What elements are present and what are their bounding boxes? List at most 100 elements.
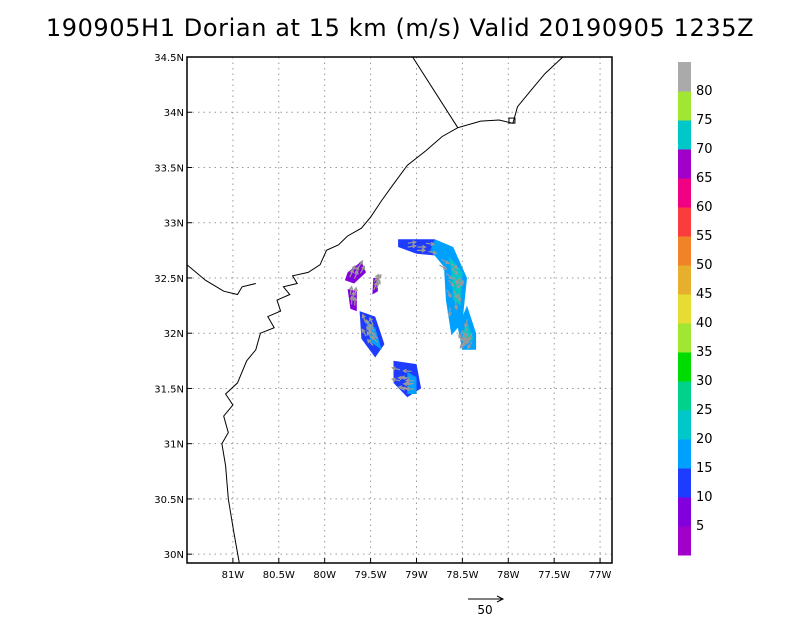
wind-arrowhead — [351, 264, 356, 270]
wind-arrowhead — [430, 241, 436, 247]
wind-arrowhead — [353, 286, 358, 292]
colorbar-swatch — [678, 410, 691, 440]
wind-arrowhead — [457, 297, 462, 303]
wind-arrow — [403, 370, 412, 373]
colorbar-label: 70 — [696, 142, 713, 157]
wind-arrowhead — [462, 338, 467, 343]
wind-arrowhead — [348, 285, 354, 291]
lat-tick-label: 34.5N — [154, 53, 184, 64]
wind-arrowhead — [432, 250, 438, 255]
map-frame — [186, 56, 613, 564]
wind-arrowhead — [375, 277, 380, 282]
wind-arrowhead — [377, 273, 382, 279]
colorbar-label: 75 — [696, 113, 713, 128]
vector-key-arrowhead — [496, 595, 505, 603]
wind-arrowhead — [402, 381, 408, 387]
lat-tick-label: 30.5N — [154, 495, 184, 506]
colorbar: 5 10 15 20 25 30 35 40 45 50 55 60 65 70 75 80 — [678, 62, 713, 556]
wind-arrow — [349, 269, 354, 278]
wind-arrow — [359, 265, 365, 274]
wind-arrowhead — [459, 279, 464, 285]
wind-arrowhead — [361, 328, 366, 333]
vector-key-label: 50 — [477, 603, 492, 617]
colorbar-label: 80 — [696, 84, 713, 99]
colorbar-swatch — [678, 381, 691, 411]
wind-arrow — [462, 339, 468, 347]
wind-arrow — [365, 319, 371, 328]
lon-tick-label: 77.5W — [538, 570, 570, 581]
wind-arrowhead — [462, 342, 467, 348]
wind-arrowhead — [366, 331, 371, 336]
lon-tick-label: 80W — [313, 570, 336, 581]
wind-arrow — [366, 331, 373, 339]
wind-arrowhead — [463, 323, 469, 329]
colorbar-swatch — [678, 120, 691, 150]
wind-arrow — [457, 278, 463, 286]
wind-arrowhead — [371, 335, 376, 341]
wind-arrowhead — [421, 248, 427, 253]
wind-arrow — [450, 262, 458, 269]
colorbar-label: 60 — [696, 200, 713, 215]
wind-arrowhead — [397, 375, 402, 381]
wind-arrow — [439, 264, 447, 270]
wind-arrowhead — [402, 368, 407, 374]
lon-tick-label: 81W — [222, 570, 245, 581]
lon-tick-label: 77W — [589, 570, 612, 581]
wind-arrowhead — [456, 284, 461, 290]
lon-tick-label: 78W — [497, 570, 520, 581]
wind-arrowhead — [390, 377, 396, 382]
colorbar-swatch — [678, 62, 691, 92]
wind-arrow — [407, 241, 416, 244]
wind-arrowhead — [450, 282, 455, 288]
lon-tick-label: 79.5W — [355, 570, 387, 581]
wind-arrow — [392, 378, 401, 382]
coastline — [221, 57, 564, 563]
colorbar-label: 45 — [696, 287, 713, 302]
colorbar-label: 65 — [696, 171, 713, 186]
colorbar-label: 40 — [696, 316, 713, 331]
colorbar-swatch — [678, 439, 691, 469]
colorbar-label: 50 — [696, 258, 713, 273]
wind-arrow — [354, 266, 359, 275]
wind-arrow — [458, 330, 464, 338]
lat-tick-label: 32.5N — [154, 274, 184, 285]
colorbar-swatch — [678, 265, 691, 295]
wind-arrowhead — [453, 265, 459, 270]
wind-arrowhead — [466, 344, 472, 350]
wind-arrow — [352, 292, 355, 301]
wind-speed-patch — [448, 255, 463, 306]
wind-arrow — [353, 271, 359, 279]
colorbar-swatch — [678, 236, 691, 266]
wind-arrowhead — [366, 338, 372, 344]
wind-arrowhead — [400, 375, 406, 380]
wind-arrow — [401, 387, 410, 390]
wind-arrowhead — [400, 386, 406, 391]
wind-arrowhead — [369, 323, 374, 328]
colorbar-label: 20 — [696, 432, 713, 447]
wind-arrow — [451, 268, 459, 275]
wind-arrow — [445, 272, 453, 280]
wind-speed-patch — [430, 239, 467, 336]
wind-arrow — [467, 341, 473, 349]
wind-arrow — [441, 259, 450, 264]
wind-arrowhead — [460, 337, 465, 342]
colorbar-label: 10 — [696, 490, 713, 505]
map-title: 190905H1 Dorian at 15 km (m/s) Valid 201… — [45, 14, 755, 42]
colorbar-label: 15 — [696, 461, 713, 476]
wind-arrow — [448, 279, 455, 287]
lat-tick-label: 32N — [164, 329, 184, 340]
wind-arrow — [392, 367, 401, 371]
colorbar-swatch — [678, 526, 691, 556]
wind-arrow — [454, 280, 460, 289]
colorbar-swatch — [678, 468, 691, 498]
wind-arrowhead — [453, 305, 459, 311]
wind-arrowhead — [447, 293, 452, 299]
wind-arrow — [367, 339, 374, 346]
wind-arrowhead — [375, 273, 379, 279]
wind-arrow — [376, 280, 381, 289]
wind-arrow — [462, 334, 468, 342]
wind-arrowhead — [368, 327, 373, 332]
colorbar-swatch — [678, 178, 691, 208]
wind-arrow — [460, 333, 466, 342]
wind-arrow — [453, 290, 458, 299]
